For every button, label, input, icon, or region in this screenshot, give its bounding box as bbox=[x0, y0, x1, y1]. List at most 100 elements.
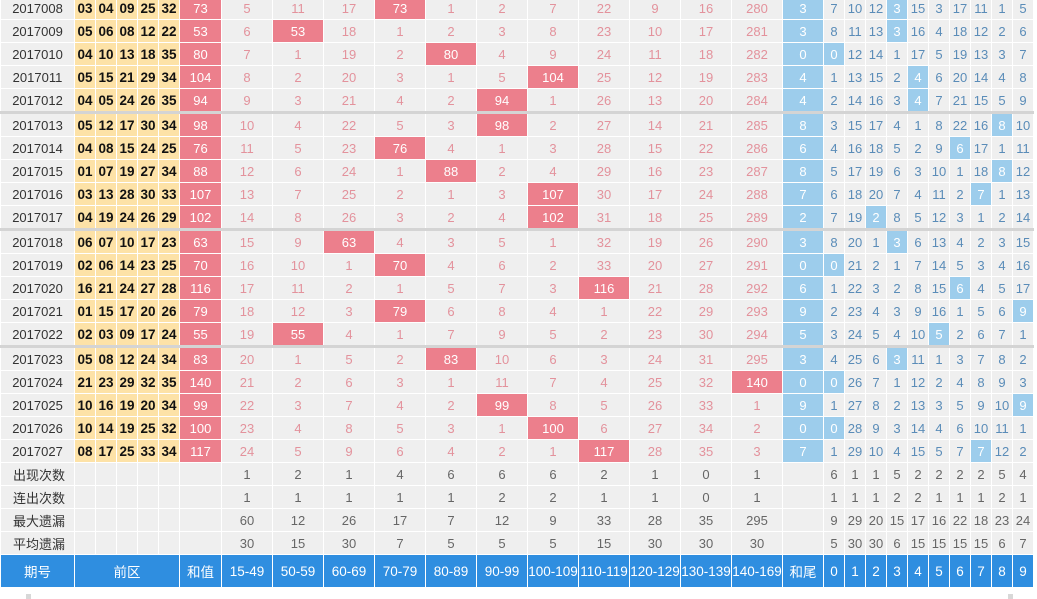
header-issue[interactable]: 期号 bbox=[0, 554, 75, 588]
stat-range-cell: 7 bbox=[374, 531, 426, 555]
stat-label: 平均遗漏 bbox=[0, 531, 75, 555]
range-miss-cell: 26 bbox=[323, 205, 375, 231]
range-miss-cell: 17 bbox=[323, 0, 375, 20]
digit-miss-cell: 15 bbox=[844, 112, 866, 137]
header-range-90-99[interactable]: 90-99 bbox=[476, 554, 528, 588]
range-miss-cell: 34 bbox=[680, 416, 732, 440]
sum-tail-value: 2 bbox=[782, 205, 824, 231]
digit-hit-cell: 3 bbox=[886, 346, 908, 371]
digit-miss-cell: 4 bbox=[991, 253, 1013, 277]
range-miss-cell: 19 bbox=[629, 229, 681, 254]
stat-range-cell: 1 bbox=[578, 485, 630, 509]
digit-miss-cell: 7 bbox=[970, 346, 992, 371]
digit-hit-cell: 3 bbox=[886, 229, 908, 254]
header-digit-2[interactable]: 2 bbox=[865, 554, 887, 588]
digit-miss-cell: 18 bbox=[949, 19, 971, 43]
header-digit-6[interactable]: 6 bbox=[949, 554, 971, 588]
range-miss-cell: 33 bbox=[578, 253, 630, 277]
stat-range-cell: 1 bbox=[221, 485, 273, 509]
front-ball: 35 bbox=[158, 42, 180, 66]
digit-miss-cell: 2 bbox=[1012, 346, 1034, 371]
range-hit-cell: 116 bbox=[578, 276, 630, 300]
digit-miss-cell: 8 bbox=[970, 370, 992, 394]
stat-range-cell: 1 bbox=[323, 485, 375, 509]
range-miss-cell: 24 bbox=[680, 182, 732, 206]
range-miss-cell: 18 bbox=[680, 42, 732, 66]
stat-range-cell: 1 bbox=[629, 462, 681, 486]
digit-miss-cell: 17 bbox=[844, 159, 866, 183]
header-range-100-109[interactable]: 100-109 bbox=[527, 554, 579, 588]
sum-tail-value: 8 bbox=[782, 159, 824, 183]
header-digit-8[interactable]: 8 bbox=[991, 554, 1013, 588]
range-miss-cell: 5 bbox=[476, 65, 528, 89]
front-ball: 10 bbox=[74, 416, 96, 440]
digit-miss-cell: 14 bbox=[844, 88, 866, 114]
front-ball: 32 bbox=[158, 0, 180, 20]
range-miss-cell: 2 bbox=[476, 0, 528, 20]
digit-miss-cell: 1 bbox=[970, 205, 992, 231]
header-range-130-139[interactable]: 130-139 bbox=[680, 554, 732, 588]
digit-miss-cell: 1 bbox=[1012, 322, 1034, 348]
header-range-80-89[interactable]: 80-89 bbox=[425, 554, 477, 588]
header-front[interactable]: 前区 bbox=[74, 554, 180, 588]
digit-miss-cell: 2 bbox=[886, 393, 908, 417]
header-range-70-79[interactable]: 70-79 bbox=[374, 554, 426, 588]
range-miss-cell: 17 bbox=[221, 276, 273, 300]
stat-range-cell: 30 bbox=[680, 531, 732, 555]
header-range-110-119[interactable]: 110-119 bbox=[578, 554, 630, 588]
table-row: 2017010 04 10 13 18 35 80 7 1 19 2 80 4 9 24 11 18 282 0 0 1… bbox=[0, 42, 1034, 66]
range-miss-cell: 1 bbox=[425, 370, 477, 394]
digit-miss-cell: 3 bbox=[928, 0, 950, 20]
digit-miss-cell: 11 bbox=[970, 0, 992, 20]
front-ball: 07 bbox=[95, 159, 117, 183]
header-tail[interactable]: 和尾 bbox=[782, 554, 824, 588]
digit-miss-cell: 6 bbox=[886, 159, 908, 183]
front-ball: 34 bbox=[158, 439, 180, 463]
stat-empty-cell bbox=[158, 485, 180, 509]
header-range-15-49[interactable]: 15-49 bbox=[221, 554, 273, 588]
header-digit-4[interactable]: 4 bbox=[907, 554, 929, 588]
stat-empty-cell bbox=[95, 485, 117, 509]
range-miss-cell: 14 bbox=[629, 112, 681, 137]
digit-miss-cell: 6 bbox=[949, 416, 971, 440]
header-digit-1[interactable]: 1 bbox=[844, 554, 866, 588]
range-miss-cell: 25 bbox=[680, 205, 732, 231]
stat-row: 连出次数 1 1 1 1 1 2 2 1 1 0 1 1 1 1 2 2 1 1 1 2 1 bbox=[0, 485, 1034, 509]
header-digit-5[interactable]: 5 bbox=[928, 554, 950, 588]
header-digit-3[interactable]: 3 bbox=[886, 554, 908, 588]
sum-value: 73 bbox=[179, 0, 222, 20]
sum-value: 63 bbox=[179, 229, 222, 254]
range-miss-cell: 5 bbox=[476, 229, 528, 254]
header-range-50-59[interactable]: 50-59 bbox=[272, 554, 324, 588]
stat-digit-cell: 1 bbox=[865, 485, 887, 509]
range-hit-cell: 140 bbox=[731, 370, 783, 394]
digit-miss-cell: 1 bbox=[928, 346, 950, 371]
digit-miss-cell: 8 bbox=[928, 112, 950, 137]
range-miss-cell: 7 bbox=[476, 276, 528, 300]
stat-digit-cell: 5 bbox=[886, 462, 908, 486]
header-range-60-69[interactable]: 60-69 bbox=[323, 554, 375, 588]
range-miss-cell: 6 bbox=[425, 299, 477, 323]
range-miss-cell: 3 bbox=[476, 19, 528, 43]
stat-digit-cell: 23 bbox=[991, 508, 1013, 532]
stat-digit-cell: 2 bbox=[970, 462, 992, 486]
digit-hit-cell: 4 bbox=[907, 88, 929, 114]
stat-digit-cell: 20 bbox=[865, 508, 887, 532]
header-range-120-129[interactable]: 120-129 bbox=[629, 554, 681, 588]
header-digit-0[interactable]: 0 bbox=[823, 554, 845, 588]
digit-miss-cell: 7 bbox=[907, 253, 929, 277]
sum-value: 53 bbox=[179, 19, 222, 43]
stat-empty-cell bbox=[782, 531, 824, 555]
range-miss-cell: 18 bbox=[629, 205, 681, 231]
header-range-140-169[interactable]: 140-169 bbox=[731, 554, 783, 588]
stat-digit-cell: 15 bbox=[949, 531, 971, 555]
range-hit-cell: 100 bbox=[527, 416, 579, 440]
header-sum[interactable]: 和值 bbox=[179, 554, 222, 588]
stat-empty-cell bbox=[158, 508, 180, 532]
digit-miss-cell: 4 bbox=[886, 112, 908, 137]
header-digit-7[interactable]: 7 bbox=[970, 554, 992, 588]
digit-miss-cell: 5 bbox=[823, 159, 845, 183]
range-miss-cell: 3 bbox=[374, 205, 426, 231]
header-digit-9[interactable]: 9 bbox=[1012, 554, 1034, 588]
front-ball: 24 bbox=[116, 205, 138, 231]
